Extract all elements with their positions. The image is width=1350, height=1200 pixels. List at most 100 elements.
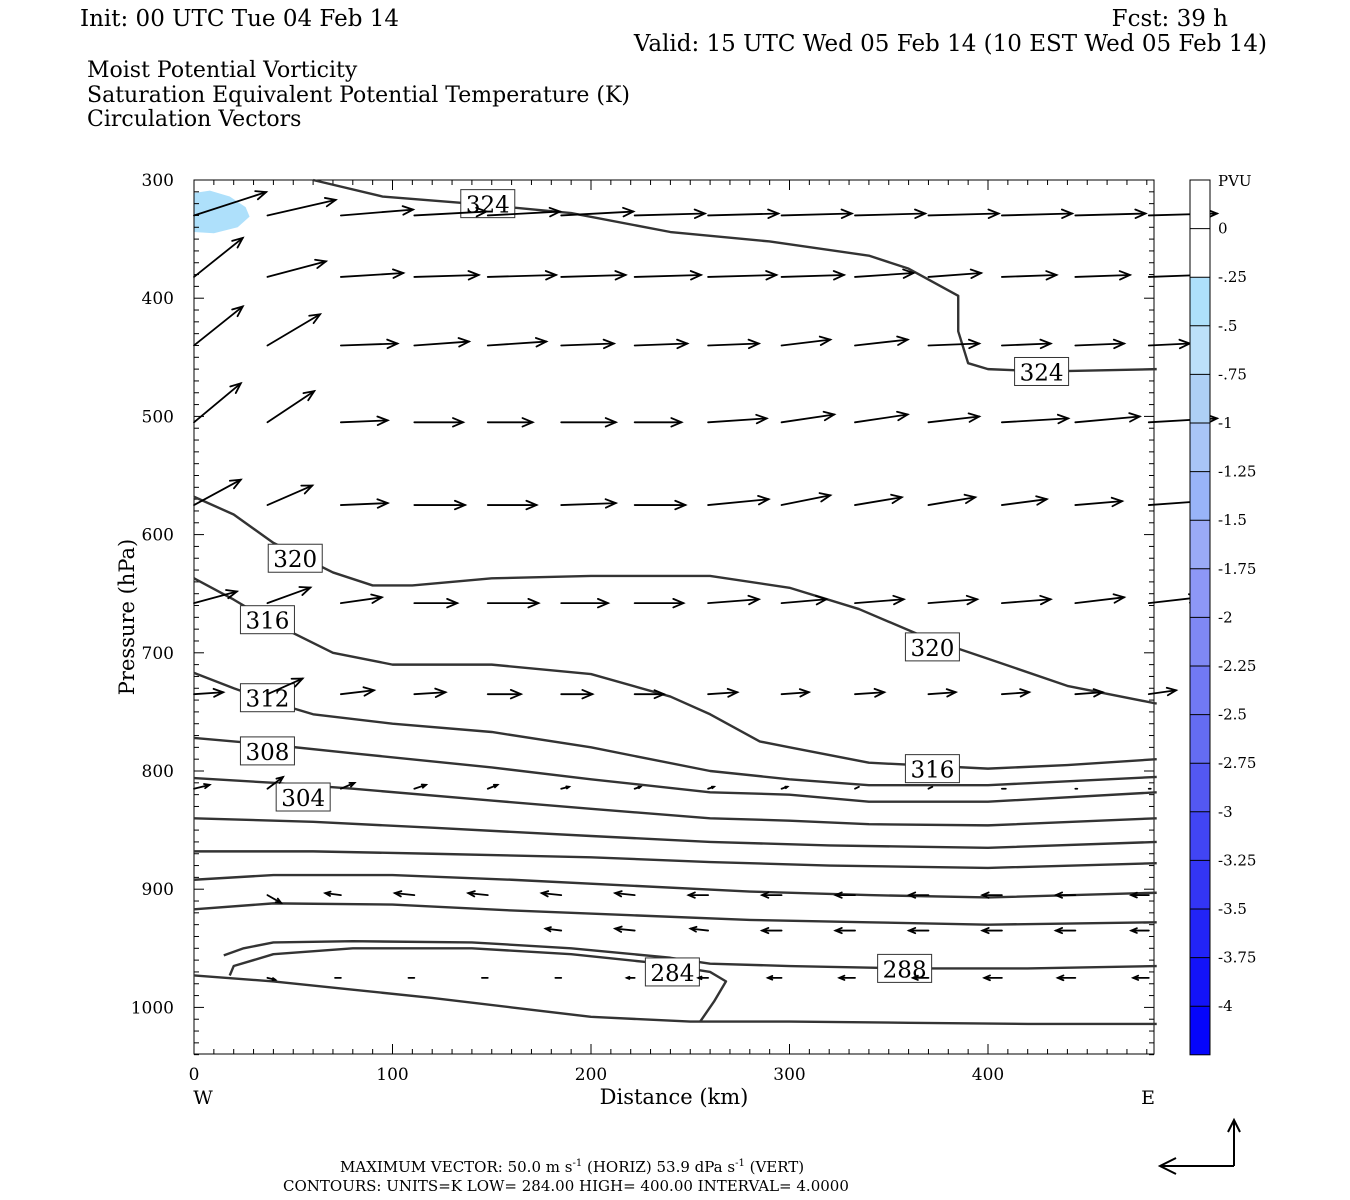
- vector-head: [401, 205, 416, 216]
- circulation-vector: [266, 389, 317, 424]
- circulation-vector: [339, 205, 416, 217]
- vector-shaft: [854, 785, 860, 790]
- circulation-vector: [1000, 270, 1059, 281]
- vector-head: [612, 925, 623, 933]
- vector-shaft: [486, 340, 548, 347]
- vector-head: [229, 381, 243, 394]
- vector-head: [231, 236, 245, 249]
- circulation-vector: [560, 270, 628, 281]
- circulation-vector: [707, 785, 717, 790]
- vector-shaft: [927, 496, 977, 506]
- vector-head: [457, 337, 472, 348]
- vector-shaft: [339, 342, 399, 347]
- reference-vector-icon: [1157, 1117, 1241, 1175]
- vector-head: [967, 338, 982, 350]
- circulation-vector: [1147, 686, 1179, 697]
- circulation-vector: [633, 785, 643, 790]
- vector-shaft: [780, 494, 832, 506]
- vector-head: [1039, 338, 1053, 350]
- circulation-vector: [688, 925, 710, 933]
- circulation-vector: [707, 413, 769, 425]
- vector-head: [676, 338, 690, 350]
- vector-shaft: [854, 598, 905, 605]
- colorbar-swatch: [1190, 714, 1210, 764]
- vector-head: [212, 687, 226, 698]
- circulation-vector: [854, 410, 910, 424]
- forecast-hour: Fcst: 39 h: [1112, 6, 1229, 32]
- circulation-vector: [266, 586, 313, 605]
- circulation-vector: [266, 313, 323, 347]
- circulation-vector: [1000, 208, 1075, 219]
- circulation-vector: [1074, 338, 1127, 350]
- vector-shaft: [266, 586, 312, 605]
- circulation-vector: [193, 589, 240, 605]
- colorbar-label: -.75: [1218, 365, 1247, 383]
- circulation-vector: [339, 268, 406, 279]
- vector-head: [527, 597, 541, 609]
- circulation-vector: [927, 688, 959, 698]
- contour-label-box: [267, 543, 323, 573]
- vector-head: [521, 417, 535, 428]
- x-tick-label: 400: [972, 1065, 1004, 1085]
- vector-head: [446, 597, 460, 609]
- circulation-vector: [1074, 270, 1133, 281]
- vector-head: [475, 206, 489, 218]
- colorbar-label: -1.5: [1218, 511, 1247, 529]
- vector-shaft: [854, 338, 909, 347]
- vector-head: [308, 313, 323, 325]
- vector-shaft: [193, 191, 268, 217]
- vector-head: [1055, 974, 1065, 982]
- colorbar-label: -4: [1218, 997, 1233, 1015]
- circulation-vector: [413, 687, 448, 699]
- vector-head: [492, 783, 500, 789]
- circulation-vector: [486, 417, 535, 428]
- vector-head: [604, 417, 619, 428]
- title-mpv: Moist Potential Vorticity: [87, 58, 358, 83]
- vector-head: [653, 689, 667, 700]
- vector-shaft: [927, 691, 957, 696]
- colorbar-swatch: [1190, 957, 1210, 1007]
- circulation-vector: [486, 499, 539, 511]
- vector-head: [225, 589, 240, 600]
- circulation-vector: [837, 974, 856, 981]
- colorbar-swatch: [1190, 763, 1210, 812]
- circulation-vector: [193, 478, 243, 506]
- circulation-vector: [339, 781, 357, 790]
- circulation-vector: [486, 783, 500, 790]
- vector-head: [945, 688, 959, 698]
- colorbar-label: -.25: [1218, 268, 1247, 286]
- vector-shaft: [614, 927, 636, 932]
- circulation-vector: [633, 597, 686, 609]
- circulation-vector: [780, 270, 847, 281]
- vector-shaft: [393, 892, 416, 897]
- circulation-vector: [486, 688, 524, 700]
- vector-shaft: [339, 502, 389, 506]
- colorbar-label: -1.75: [1218, 560, 1256, 578]
- contour-info: CONTOURS: UNITS=K LOW= 284.00 HIGH= 400.…: [283, 1177, 849, 1195]
- contour-label: 324: [1020, 360, 1064, 386]
- vector-head: [784, 785, 790, 790]
- vector-head: [203, 783, 212, 790]
- x-end-label-east: E: [1141, 1087, 1155, 1109]
- vector-head: [963, 493, 978, 505]
- vector-head: [1092, 688, 1105, 698]
- vector-head: [323, 197, 338, 208]
- vector-head: [376, 498, 390, 509]
- vector-shaft: [193, 691, 225, 696]
- x-axis-label: Distance (km): [600, 1085, 749, 1109]
- vector-head: [386, 338, 400, 350]
- vector-head: [544, 270, 559, 281]
- colorbar-swatch: [1190, 277, 1210, 326]
- vector-shaft: [927, 342, 981, 347]
- vector-shaft: [927, 415, 981, 424]
- circulation-vector: [780, 492, 833, 506]
- vector-head: [832, 270, 847, 281]
- vector-head: [873, 687, 887, 698]
- vector-head: [565, 785, 572, 790]
- vector-shaft: [1074, 212, 1147, 217]
- vector-shaft: [633, 274, 702, 278]
- circulation-vector: [854, 785, 860, 790]
- circulation-vector: [1074, 496, 1125, 508]
- circulation-vector: [910, 974, 930, 981]
- vector-shaft: [854, 272, 915, 278]
